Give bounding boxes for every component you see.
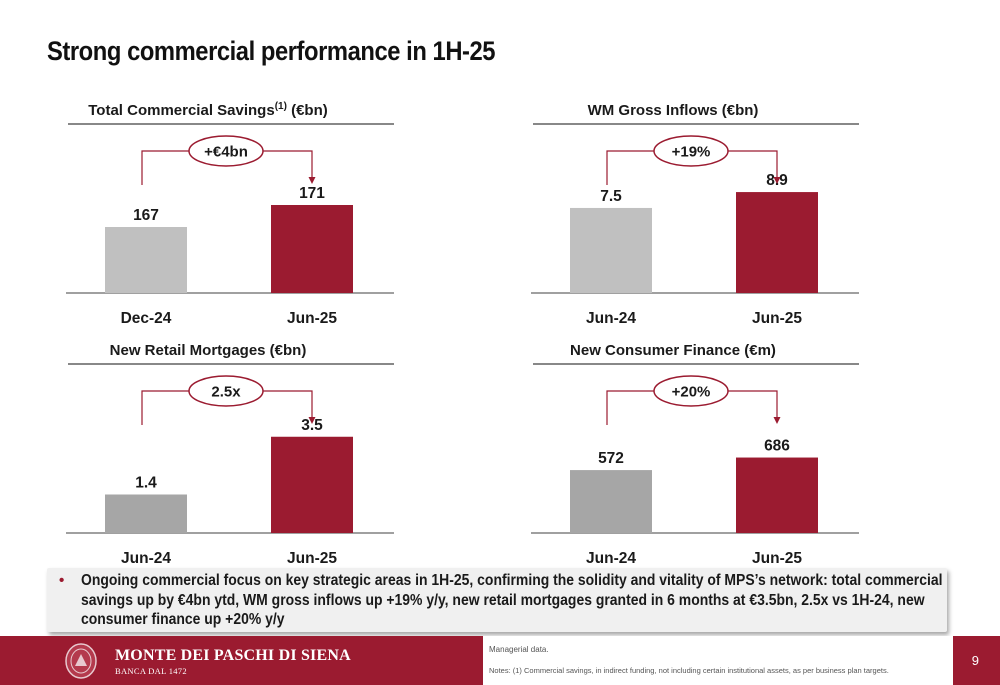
value-label: 171 xyxy=(299,185,325,202)
footer-notes: Managerial data. Notes: (1) Commercial s… xyxy=(483,636,953,685)
category-label: Jun-24 xyxy=(586,310,636,327)
bank-logo: MONTE DEI PASCHI DI SIENA BANCA DAL 1472 xyxy=(50,636,483,685)
chart-svg: New Consumer Finance (€m) 572 Jun-24 686 Jun… xyxy=(531,342,859,567)
arrow-head-icon xyxy=(773,177,781,184)
change-badge xyxy=(653,135,729,167)
chart-new-retail-mortgages: New Retail Mortgages (€bn) 1.4 Jun-24 3.5 Ju… xyxy=(66,335,396,570)
change-badge xyxy=(188,135,264,167)
category-label: Jun-24 xyxy=(121,550,171,567)
bank-name: MONTE DEI PASCHI DI SIENA xyxy=(115,647,351,664)
chart-svg: New Retail Mortgages (€bn) 1.4 Jun-24 3.5 Ju… xyxy=(66,342,394,567)
change-badge-label: 2.5x xyxy=(211,384,241,401)
page-title: Strong commercial performance in 1H-25 xyxy=(47,36,496,66)
change-badge-label: +20% xyxy=(672,384,711,401)
bar-Jun-24 xyxy=(105,494,187,533)
summary-box: • Ongoing commercial focus on key strate… xyxy=(47,568,947,632)
chart-title: Total Commercial Savings(1) (€bn) xyxy=(88,101,328,119)
value-label: 686 xyxy=(764,438,790,455)
chart-wm-gross-inflows: WM Gross Inflows (€bn)7.5Jun-248.9Jun-25… xyxy=(531,95,861,330)
bar-Jun-24 xyxy=(570,470,652,533)
bar-Dec-24 xyxy=(105,227,187,293)
change-badge-label: +19% xyxy=(672,144,711,161)
bar-Jun-24 xyxy=(570,207,652,293)
change-badge xyxy=(653,375,729,407)
arrow-head-icon xyxy=(308,417,316,424)
chart-title: WM Gross Inflows (€bn) xyxy=(588,102,759,119)
chart-title: New Retail Mortgages (€bn) xyxy=(110,342,307,359)
page-number: 9 xyxy=(971,653,979,668)
bar-Jun-25 xyxy=(271,436,353,533)
value-label: 7.5 xyxy=(600,188,622,205)
chart-title: New Consumer Finance (€m) xyxy=(570,342,776,359)
arrow-head-icon xyxy=(308,177,316,184)
bullet-marker: • xyxy=(59,572,65,589)
value-label: 167 xyxy=(133,207,159,224)
bar-Jun-25 xyxy=(271,205,353,293)
category-label: Jun-25 xyxy=(752,550,802,567)
chart-total-commercial-savings: Total Commercial Savings(1) (€bn) 167 Dec-… xyxy=(66,95,396,330)
change-badge xyxy=(188,375,264,407)
bank-subtitle: BANCA DAL 1472 xyxy=(115,666,187,676)
footer: MONTE DEI PASCHI DI SIENA BANCA DAL 1472… xyxy=(0,636,1000,685)
chart-svg: WM Gross Inflows (€bn)7.5Jun-248.9Jun-25… xyxy=(531,102,859,327)
category-label: Jun-25 xyxy=(287,310,337,327)
category-label: Jun-24 xyxy=(586,550,636,567)
value-label: 1.4 xyxy=(135,475,157,492)
chart-svg: Total Commercial Savings(1) (€bn) 167 Dec-… xyxy=(66,101,394,327)
bank-seal-icon xyxy=(65,643,97,679)
change-badge-label: +€4bn xyxy=(204,144,248,161)
value-label: 572 xyxy=(598,450,624,467)
value-label: 3.5 xyxy=(301,417,323,434)
category-label: Jun-25 xyxy=(287,550,337,567)
category-label: Dec-24 xyxy=(121,310,172,327)
note-definitions: Notes: (1) Commercial savings, in indire… xyxy=(489,666,889,675)
note-managerial: Managerial data. xyxy=(489,645,549,654)
summary-text: Ongoing commercial focus on key strategi… xyxy=(81,572,943,628)
arrow-head-icon xyxy=(773,417,781,424)
bar-Jun-25 xyxy=(736,457,818,533)
chart-new-consumer-finance: New Consumer Finance (€m) 572 Jun-24 686 Jun… xyxy=(531,335,861,570)
category-label: Jun-25 xyxy=(752,310,802,327)
bar-Jun-25 xyxy=(736,192,818,293)
